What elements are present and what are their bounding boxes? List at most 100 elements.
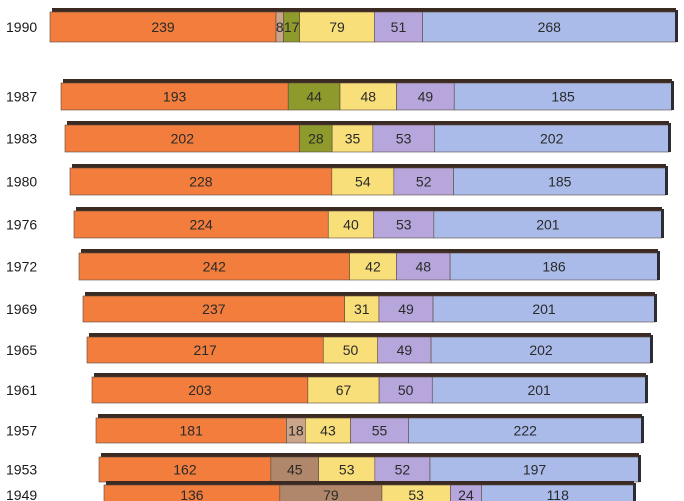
- bar-segment-1953-1: [270, 456, 319, 483]
- segment-value-label: 51: [391, 19, 407, 35]
- segment-value-label: 181: [180, 423, 204, 439]
- bar-segment-1969-2: [378, 295, 434, 323]
- bar-segment-1990-5: [422, 11, 677, 43]
- bar-top-edge: [81, 249, 658, 254]
- segment-value-label: 202: [171, 131, 195, 147]
- bar-top-edge: [72, 164, 666, 169]
- year-label: 1972: [6, 259, 37, 275]
- bar-side-edge: [638, 455, 641, 482]
- bar-top-edge: [106, 481, 634, 486]
- bar-segment-1957-3: [350, 417, 409, 444]
- bar-segment-1961-1: [307, 376, 380, 404]
- bar-segment-1990-3: [299, 11, 375, 43]
- segment-value-label: 48: [415, 259, 431, 275]
- bar-segment-1990-0: [49, 11, 277, 43]
- segment-value-label: 52: [416, 174, 432, 190]
- labels-layer: 239 8 17 79 51 268 1990 193 44 48 49 185 1987 202 28 35…: [6, 19, 575, 501]
- bar-segment-1976-0: [73, 210, 329, 239]
- year-label: 1980: [6, 174, 37, 190]
- bar-segment-1980-2: [393, 167, 454, 196]
- segment-value-label: 55: [372, 423, 388, 439]
- bar-segment-1972-3: [449, 252, 659, 281]
- segment-value-label: 222: [514, 423, 538, 439]
- bars-layer: [49, 8, 678, 501]
- segment-value-label: 67: [336, 382, 352, 398]
- bar-segment-1965-1: [322, 336, 379, 364]
- bar-segment-1972-0: [78, 252, 350, 281]
- year-label: 1990: [6, 19, 37, 35]
- bar-segment-1957-2: [305, 417, 351, 444]
- bar-top-edge: [52, 8, 676, 13]
- bar-segment-1987-0: [60, 82, 289, 111]
- bar-side-edge: [641, 416, 644, 443]
- year-label: 1961: [6, 382, 37, 398]
- bar-side-edge: [650, 335, 653, 363]
- segment-value-label: 201: [532, 301, 556, 317]
- bar-segment-1987-3: [396, 82, 455, 111]
- bar-side-edge: [675, 10, 678, 42]
- segment-value-label: 53: [396, 131, 412, 147]
- segment-value-label: 17: [284, 19, 300, 35]
- bar-top-edge: [76, 207, 662, 212]
- bar-segment-1990-4: [374, 11, 423, 43]
- segment-value-label: 49: [418, 89, 434, 105]
- segment-value-label: 118: [547, 487, 570, 501]
- segment-value-label: 24: [458, 487, 474, 501]
- segment-value-label: 53: [339, 462, 355, 478]
- segment-value-label: 28: [308, 131, 324, 147]
- segment-value-label: 49: [397, 342, 413, 358]
- segment-value-label: 185: [548, 174, 572, 190]
- year-label: 1976: [6, 217, 37, 233]
- bar-side-edge: [633, 483, 636, 501]
- segment-value-label: 50: [343, 342, 359, 358]
- segment-value-label: 239: [151, 19, 175, 35]
- segment-value-label: 50: [398, 382, 414, 398]
- bar-segment-1965-3: [430, 336, 652, 364]
- segment-value-label: 42: [365, 259, 381, 275]
- bar-top-edge: [89, 333, 651, 338]
- bar-side-edge: [661, 209, 664, 238]
- segment-value-label: 52: [395, 462, 411, 478]
- bar-side-edge: [671, 81, 674, 110]
- segment-value-label: 43: [320, 423, 336, 439]
- bar-top-edge: [85, 292, 655, 297]
- bar-side-edge: [654, 294, 657, 322]
- segment-value-label: 224: [189, 217, 213, 233]
- bar-segment-1980-3: [453, 167, 667, 196]
- year-label: 1949: [6, 487, 37, 501]
- bar-segment-1983-0: [64, 124, 300, 153]
- segment-value-label: 18: [288, 423, 304, 439]
- segment-value-label: 49: [398, 301, 414, 317]
- segment-value-label: 162: [173, 462, 197, 478]
- year-label: 1987: [6, 89, 37, 105]
- segment-value-label: 228: [189, 174, 213, 190]
- bar-segment-1969-1: [344, 295, 380, 323]
- bar-segment-1983-1: [299, 124, 333, 153]
- bar-segment-1983-3: [372, 124, 435, 153]
- bar-segment-1976-3: [433, 210, 663, 239]
- bar-top-edge: [101, 453, 639, 458]
- bar-segment-1976-1: [327, 210, 374, 239]
- segment-value-label: 48: [360, 89, 376, 105]
- segment-value-label: 53: [408, 487, 424, 501]
- bar-top-edge: [63, 79, 672, 84]
- bar-segment-1983-4: [434, 124, 670, 153]
- bar-segment-1961-2: [378, 376, 433, 404]
- segment-value-label: 79: [323, 487, 339, 501]
- segment-value-label: 40: [343, 217, 359, 233]
- segment-value-label: 8: [276, 19, 284, 35]
- segment-value-label: 54: [355, 174, 371, 190]
- segment-value-label: 44: [306, 89, 322, 105]
- segment-value-label: 202: [540, 131, 564, 147]
- segment-value-label: 185: [551, 89, 575, 105]
- segment-value-label: 203: [188, 382, 212, 398]
- segment-value-label: 136: [180, 487, 204, 501]
- segment-value-label: 268: [538, 19, 562, 35]
- bar-side-edge: [657, 251, 660, 280]
- segment-value-label: 197: [523, 462, 547, 478]
- bar-segment-1972-1: [349, 252, 397, 281]
- segment-value-label: 53: [396, 217, 412, 233]
- year-label: 1983: [6, 131, 37, 147]
- segment-value-label: 193: [163, 89, 187, 105]
